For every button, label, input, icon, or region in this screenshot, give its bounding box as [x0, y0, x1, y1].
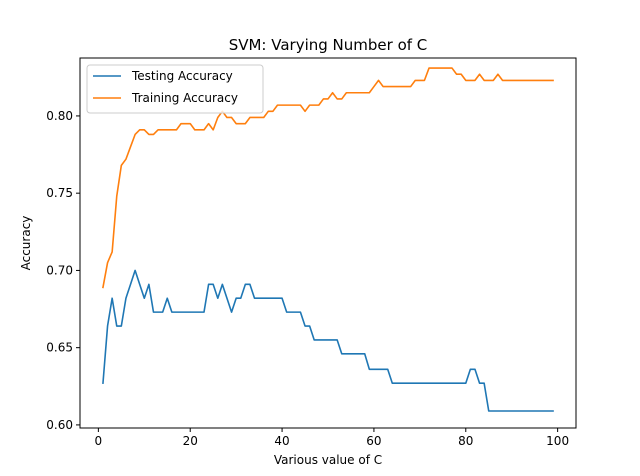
legend-label-testing: Testing Accuracy [131, 69, 233, 83]
chart-title: SVM: Varying Number of C [229, 36, 428, 54]
legend-box [86, 64, 264, 114]
y-tick-label: 0.60 [46, 418, 73, 432]
series-line-training [102, 67, 554, 289]
x-tick-label: 80 [458, 434, 473, 448]
series-layer [102, 67, 554, 412]
y-axis-label: Accuracy [19, 216, 33, 271]
x-axis-label: Various value of C [274, 453, 382, 467]
x-tick-label: 60 [366, 434, 381, 448]
y-axis: 0.60 0.65 0.70 0.75 0.80 [46, 109, 80, 432]
x-tick-label: 20 [183, 434, 198, 448]
x-tick-label: 0 [95, 434, 103, 448]
x-tick-label: 100 [546, 434, 569, 448]
plot-frame [79, 57, 577, 429]
y-tick-label: 0.65 [46, 341, 73, 355]
legend: Testing Accuracy Training Accuracy [86, 64, 264, 114]
x-tick-label: 40 [274, 434, 289, 448]
y-tick-label: 0.75 [46, 186, 73, 200]
legend-label-training: Training Accuracy [131, 91, 238, 105]
x-axis: 0 20 40 60 80 100 [95, 428, 569, 448]
series-line-testing [102, 269, 554, 412]
y-tick-label: 0.70 [46, 263, 73, 277]
y-tick-label: 0.80 [46, 109, 73, 123]
